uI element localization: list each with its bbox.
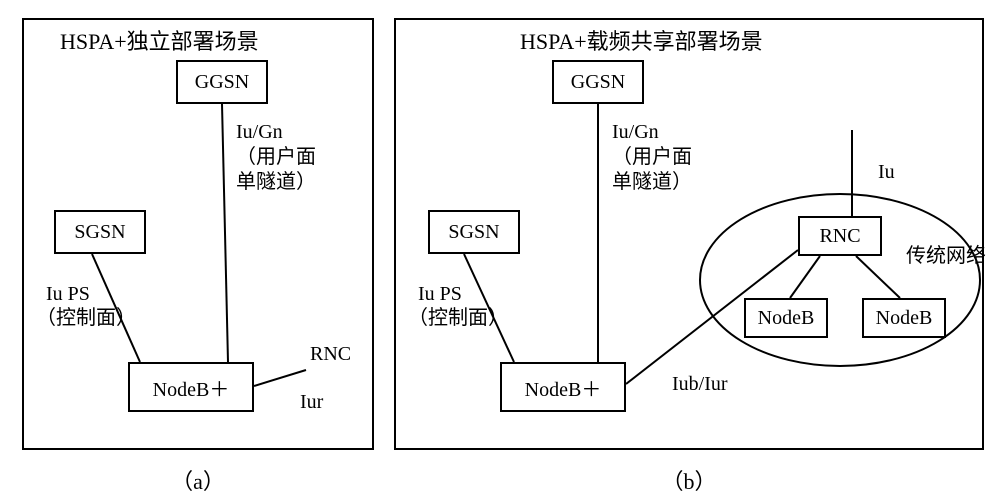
label-iu-b: Iu [878, 160, 895, 185]
node-rnc-b: RNC [798, 216, 882, 256]
caption-a: （a） [22, 464, 374, 496]
label-iups-b: Iu PS [418, 282, 462, 307]
node-sgsn-b: SGSN [428, 210, 520, 254]
label-iugn-a: Iu/Gn （用户面 单隧道） [236, 120, 316, 195]
node-sgsn-a: SGSN [54, 210, 146, 254]
node-label: SGSN [448, 221, 499, 244]
node-nodebplus-b: NodeB＋ [500, 362, 626, 412]
label-ctrl-b: （控制面） [408, 306, 508, 331]
node-nodebplus-a: NodeB＋ [128, 362, 254, 412]
canvas: HSPA+独立部署场景 GGSN SGSN NodeB＋ Iu/Gn （用户面 … [0, 0, 1000, 504]
node-ggsn-a: GGSN [176, 60, 268, 104]
caption-b: （b） [394, 464, 984, 496]
label-legacy-b: 传统网络 [906, 244, 986, 269]
node-label: GGSN [571, 71, 625, 94]
node-label: RNC [819, 225, 860, 248]
label-rnc-a: RNC [310, 342, 351, 367]
node-label: SGSN [74, 221, 125, 244]
panel-b-title: HSPA+载频共享部署场景 [520, 28, 763, 56]
label-iubiur-b: Iub/Iur [672, 372, 728, 397]
node-label: NodeB [758, 307, 815, 330]
label-iur-a: Iur [300, 390, 323, 415]
node-nb1-b: NodeB [744, 298, 828, 338]
panel-a-title: HSPA+独立部署场景 [60, 28, 259, 56]
node-nb2-b: NodeB [862, 298, 946, 338]
label-ctrl-a: （控制面） [36, 306, 136, 331]
label-iugn-b: Iu/Gn （用户面 单隧道） [612, 120, 692, 195]
label-iups-a: Iu PS [46, 282, 90, 307]
node-label: NodeB [876, 307, 933, 330]
node-ggsn-b: GGSN [552, 60, 644, 104]
node-label: NodeB＋ [525, 373, 602, 402]
node-label: GGSN [195, 71, 249, 94]
node-label: NodeB＋ [153, 373, 230, 402]
